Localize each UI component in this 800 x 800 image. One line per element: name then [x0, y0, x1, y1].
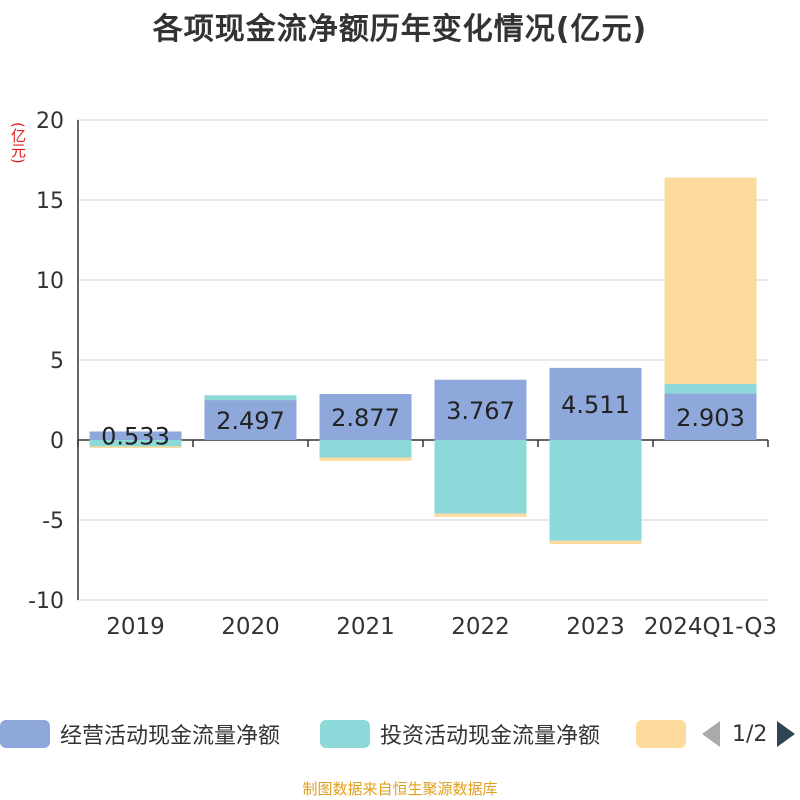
bar-segment-series-1 [549, 440, 642, 541]
legend: 经营活动现金流量净额 投资活动现金流量净额 [0, 716, 800, 752]
bar-value-label: 2.903 [676, 404, 745, 432]
x-tick-label: 2019 [106, 614, 165, 640]
legend-swatch-financing [636, 720, 686, 748]
legend-item-operating[interactable]: 经营活动现金流量净额 [0, 716, 280, 752]
y-tick-label: -10 [28, 589, 64, 614]
x-tick-label: 2020 [221, 614, 280, 640]
x-tick-label: 2024Q1-Q3 [644, 614, 777, 640]
bar-segment-series-1 [89, 440, 182, 447]
bar-value-label: 2.877 [331, 404, 400, 432]
bar-segment-series-2 [89, 446, 182, 448]
bar-segment-series-2 [664, 177, 757, 384]
bar-segment-series-1 [664, 383, 757, 394]
bar-segment-series-0 [319, 393, 412, 440]
bar-segment-series-2 [549, 540, 642, 544]
bar-segment-series-0 [549, 367, 642, 440]
legend-item-investing[interactable]: 投资活动现金流量净额 [320, 716, 600, 752]
y-tick-label: 5 [50, 349, 64, 374]
legend-label-investing: 投资活动现金流量净额 [380, 724, 601, 749]
y-tick-label: 0 [50, 429, 64, 454]
y-tick-label: -5 [42, 509, 64, 534]
bar-value-label: 3.767 [446, 397, 515, 425]
bar-segment-series-1 [204, 395, 297, 401]
y-axis-unit-label: (亿元) [9, 122, 27, 164]
bar-segment-series-2 [434, 513, 527, 517]
legend-page-indicator: 1/2 [732, 721, 768, 747]
bar-value-label: 0.533 [101, 423, 170, 451]
bar-segment-series-2 [319, 457, 412, 461]
y-tick-label: 20 [36, 109, 64, 134]
legend-prev-page-icon[interactable] [702, 721, 720, 747]
source-footer: 制图数据来自恒生聚源数据库 [302, 780, 498, 798]
x-tick-label: 2021 [336, 614, 395, 640]
y-tick-label: 10 [36, 269, 64, 294]
bar-segment-series-1 [319, 440, 412, 458]
bar-segment-series-0 [204, 400, 297, 440]
x-tick-label: 2023 [566, 614, 625, 640]
bar-segment-series-0 [89, 431, 182, 440]
legend-swatch-operating [0, 720, 50, 748]
legend-swatch-investing [320, 720, 370, 748]
legend-item-financing[interactable] [636, 716, 686, 752]
legend-pager: 1/2 [700, 716, 800, 752]
chart-plot: -10 -5 0 5 10 15 20 0.533 2019 2.497 2020 2.877 2021… [28, 109, 777, 640]
bar-segment-series-0 [434, 379, 527, 440]
bar-value-label: 2.497 [216, 407, 285, 435]
bar-segment-series-1 [434, 440, 527, 514]
bar-value-label: 4.511 [561, 391, 630, 419]
legend-next-page-icon[interactable] [777, 721, 796, 747]
x-tick-label: 2022 [451, 614, 510, 640]
bar-segment-series-0 [664, 393, 757, 440]
chart-title: 各项现金流净额历年变化情况(亿元) [152, 12, 648, 47]
y-tick-label: 15 [36, 189, 64, 214]
legend-label-operating: 经营活动现金流量净额 [60, 724, 281, 749]
